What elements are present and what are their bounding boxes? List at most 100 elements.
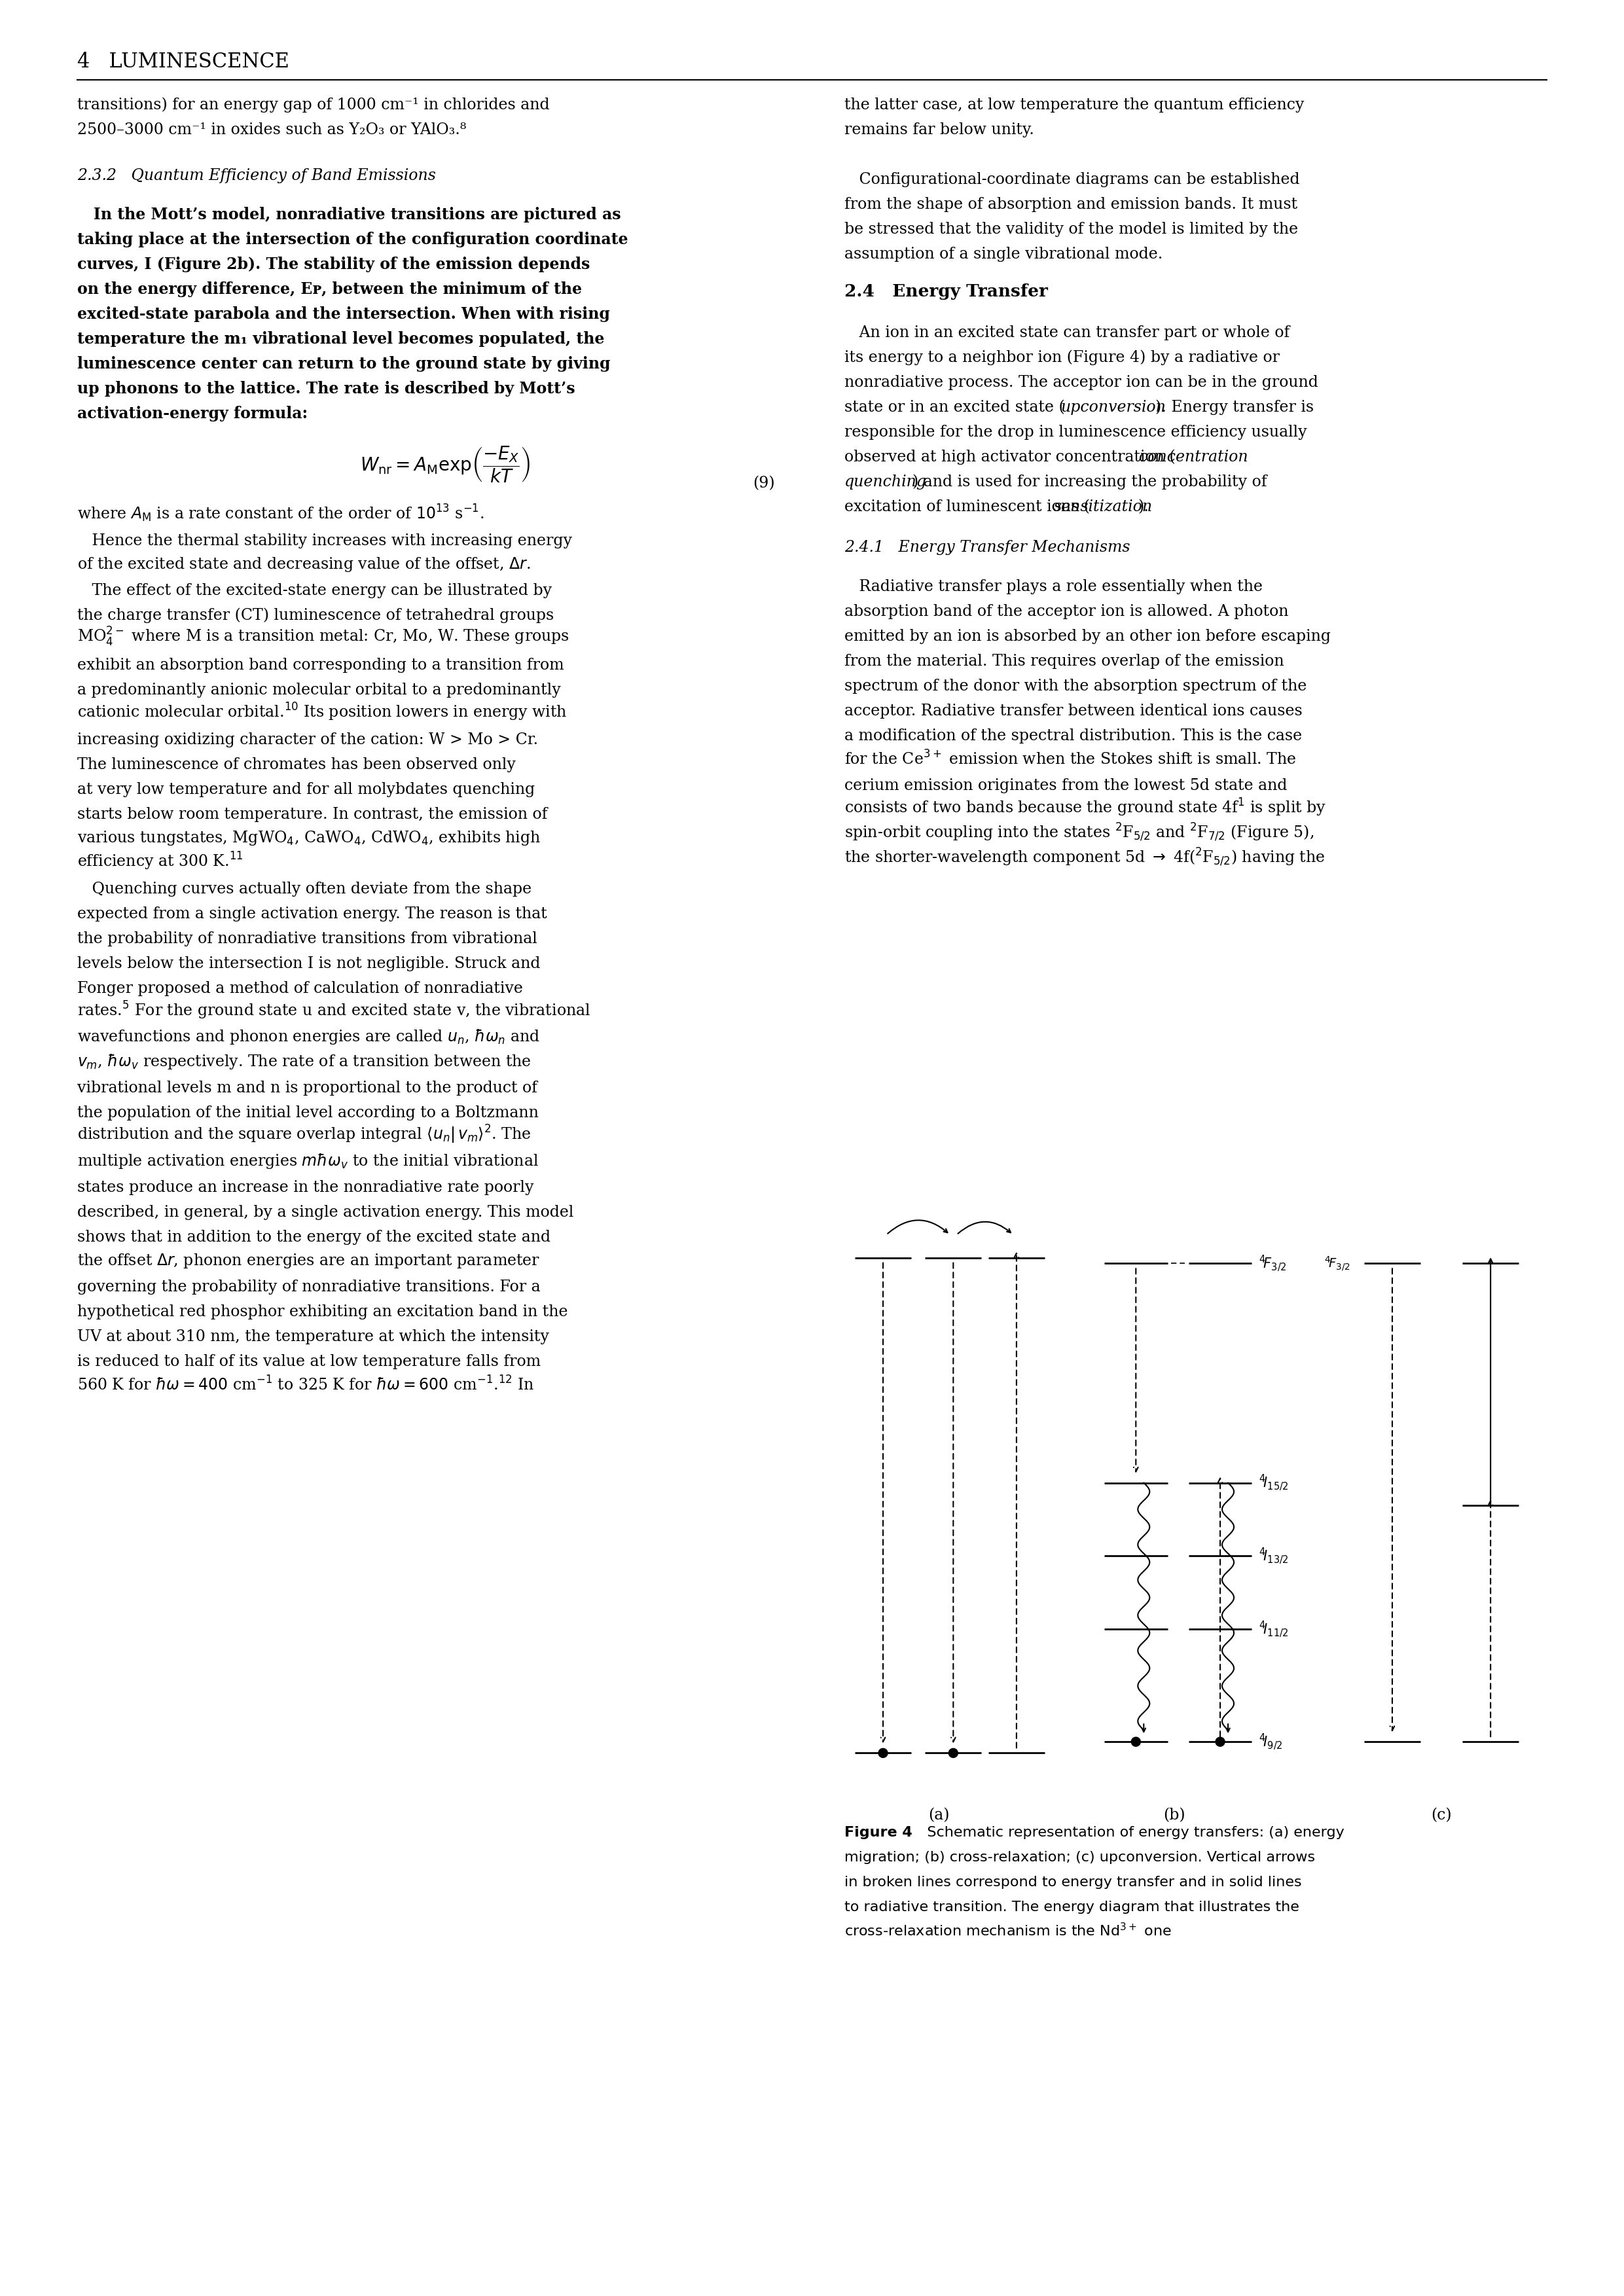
Text: to radiative transition. The energy diagram that illustrates the: to radiative transition. The energy diag… — [844, 1901, 1299, 1915]
Text: shows that in addition to the energy of the excited state and: shows that in addition to the energy of … — [78, 1231, 551, 1244]
Text: at very low temperature and for all molybdates quenching: at very low temperature and for all moly… — [78, 783, 534, 797]
Text: a modification of the spectral distribution. This is the case: a modification of the spectral distribut… — [844, 728, 1302, 744]
Text: exhibit an absorption band corresponding to a transition from: exhibit an absorption band corresponding… — [78, 657, 564, 673]
Text: in broken lines correspond to energy transfer and in solid lines: in broken lines correspond to energy tra… — [844, 1876, 1302, 1890]
Text: Fonger proposed a method of calculation of nonradiative: Fonger proposed a method of calculation … — [78, 980, 523, 996]
Text: cross-relaxation mechanism is the Nd$^{3+}$ one: cross-relaxation mechanism is the Nd$^{3… — [844, 1922, 1171, 1938]
Text: rates.$^5$ For the ground state u and excited state v, the vibrational: rates.$^5$ For the ground state u and ex… — [78, 1001, 591, 1022]
Text: a predominantly anionic molecular orbital to a predominantly: a predominantly anionic molecular orbita… — [78, 682, 560, 698]
Text: the offset $\Delta r$, phonon energies are an important parameter: the offset $\Delta r$, phonon energies a… — [78, 1251, 541, 1270]
Text: migration; (b) cross-relaxation; (c) upconversion. Vertical arrows: migration; (b) cross-relaxation; (c) upc… — [844, 1851, 1315, 1864]
Text: luminescence center can return to the ground state by giving: luminescence center can return to the gr… — [78, 356, 611, 372]
Text: $v_m$, $\hbar\omega_v$ respectively. The rate of a transition between the: $v_m$, $\hbar\omega_v$ respectively. The… — [78, 1052, 531, 1070]
Text: ${}^4\!F_{3/2}$: ${}^4\!F_{3/2}$ — [1259, 1254, 1286, 1272]
Text: Quenching curves actually often deviate from the shape: Quenching curves actually often deviate … — [78, 882, 531, 898]
Text: the population of the initial level according to a Boltzmann: the population of the initial level acco… — [78, 1104, 539, 1120]
Text: the probability of nonradiative transitions from vibrational: the probability of nonradiative transiti… — [78, 932, 538, 946]
Text: described, in general, by a single activation energy. This model: described, in general, by a single activ… — [78, 1205, 573, 1219]
Text: UV at about 310 nm, the temperature at which the intensity: UV at about 310 nm, the temperature at w… — [78, 1329, 549, 1345]
Text: ${}^4\!I_{9/2}$: ${}^4\!I_{9/2}$ — [1259, 1731, 1283, 1752]
Text: excitation of luminescent ions (: excitation of luminescent ions ( — [844, 501, 1090, 514]
Text: of the excited state and decreasing value of the offset, $\Delta r$.: of the excited state and decreasing valu… — [78, 556, 531, 574]
Circle shape — [948, 1750, 958, 1759]
Text: ${}^4\!I_{15/2}$: ${}^4\!I_{15/2}$ — [1259, 1474, 1289, 1492]
Text: MO$_4^{2-}$ where M is a transition metal: Cr, Mo, W. These groups: MO$_4^{2-}$ where M is a transition meta… — [78, 625, 570, 647]
Text: its energy to a neighbor ion (Figure 4) by a radiative or: its energy to a neighbor ion (Figure 4) … — [844, 349, 1280, 365]
Text: vibrational levels m and n is proportional to the product of: vibrational levels m and n is proportion… — [78, 1081, 538, 1095]
Text: consists of two bands because the ground state 4f$^1$ is split by: consists of two bands because the ground… — [844, 797, 1327, 817]
Text: ${}^4\!I_{11/2}$: ${}^4\!I_{11/2}$ — [1259, 1619, 1289, 1639]
Text: absorption band of the acceptor ion is allowed. A photon: absorption band of the acceptor ion is a… — [844, 604, 1288, 620]
Text: ${}^4\!F_{3/2}$: ${}^4\!F_{3/2}$ — [1324, 1254, 1350, 1272]
Text: 2.4   Energy Transfer: 2.4 Energy Transfer — [844, 282, 1047, 301]
Text: state or in an excited state (: state or in an excited state ( — [844, 400, 1065, 416]
Text: Schematic representation of energy transfers: (a) energy: Schematic representation of energy trans… — [913, 1825, 1345, 1839]
Text: on the energy difference, Eᴘ, between the minimum of the: on the energy difference, Eᴘ, between th… — [78, 282, 581, 296]
Text: the latter case, at low temperature the quantum efficiency: the latter case, at low temperature the … — [844, 96, 1304, 113]
Text: spin-orbit coupling into the states $^2$F$_{5/2}$ and $^2$F$_{7/2}$ (Figure 5),: spin-orbit coupling into the states $^2$… — [844, 822, 1314, 843]
Text: be stressed that the validity of the model is limited by the: be stressed that the validity of the mod… — [844, 223, 1298, 236]
Text: multiple activation energies $m\hbar\omega_v$ to the initial vibrational: multiple activation energies $m\hbar\ome… — [78, 1153, 539, 1171]
Text: for the Ce$^{3+}$ emission when the Stokes shift is small. The: for the Ce$^{3+}$ emission when the Stok… — [844, 751, 1296, 769]
Text: transitions) for an energy gap of 1000 cm⁻¹ in chlorides and: transitions) for an energy gap of 1000 c… — [78, 96, 549, 113]
Text: ).: ). — [1138, 501, 1148, 514]
Text: curves, I (Figure 2b). The stability of the emission depends: curves, I (Figure 2b). The stability of … — [78, 257, 590, 273]
Text: ) and is used for increasing the probability of: ) and is used for increasing the probabi… — [913, 475, 1267, 489]
Text: emitted by an ion is absorbed by an other ion before escaping: emitted by an ion is absorbed by an othe… — [844, 629, 1330, 645]
Text: cationic molecular orbital.$^{10}$ Its position lowers in energy with: cationic molecular orbital.$^{10}$ Its p… — [78, 703, 567, 723]
Text: levels below the intersection I is not negligible. Struck and: levels below the intersection I is not n… — [78, 955, 541, 971]
Text: up phonons to the lattice. The rate is described by Mott’s: up phonons to the lattice. The rate is d… — [78, 381, 575, 397]
Text: observed at high activator concentration (: observed at high activator concentration… — [844, 450, 1176, 464]
Text: 560 K for $\hbar\omega = 400$ cm$^{-1}$ to 325 K for $\hbar\omega = 600$ cm$^{-1: 560 K for $\hbar\omega = 400$ cm$^{-1}$ … — [78, 1375, 534, 1394]
Text: increasing oxidizing character of the cation: W > Mo > Cr.: increasing oxidizing character of the ca… — [78, 732, 538, 748]
Text: 2500–3000 cm⁻¹ in oxides such as Y₂O₃ or YAlO₃.⁸: 2500–3000 cm⁻¹ in oxides such as Y₂O₃ or… — [78, 122, 466, 138]
Text: sensitization: sensitization — [1054, 501, 1153, 514]
Text: An ion in an excited state can transfer part or whole of: An ion in an excited state can transfer … — [844, 326, 1289, 340]
Text: 2.4.1   Energy Transfer Mechanisms: 2.4.1 Energy Transfer Mechanisms — [844, 540, 1130, 556]
Circle shape — [1132, 1738, 1140, 1747]
Text: where $A_{\rm M}$ is a rate constant of the order of $10^{13}$ s$^{-1}$.: where $A_{\rm M}$ is a rate constant of … — [78, 503, 484, 523]
Text: spectrum of the donor with the absorption spectrum of the: spectrum of the donor with the absorptio… — [844, 680, 1307, 693]
Text: taking place at the intersection of the configuration coordinate: taking place at the intersection of the … — [78, 232, 628, 248]
Text: assumption of a single vibrational mode.: assumption of a single vibrational mode. — [844, 246, 1163, 262]
Text: Radiative transfer plays a role essentially when the: Radiative transfer plays a role essentia… — [844, 579, 1263, 595]
Text: nonradiative process. The acceptor ion can be in the ground: nonradiative process. The acceptor ion c… — [844, 374, 1319, 390]
Text: Hence the thermal stability increases with increasing energy: Hence the thermal stability increases wi… — [78, 533, 572, 549]
Text: acceptor. Radiative transfer between identical ions causes: acceptor. Radiative transfer between ide… — [844, 703, 1302, 719]
Text: temperature the m₁ vibrational level becomes populated, the: temperature the m₁ vibrational level bec… — [78, 331, 604, 347]
Text: Figure 4: Figure 4 — [844, 1825, 913, 1839]
Text: efficiency at 300 K.$^{11}$: efficiency at 300 K.$^{11}$ — [78, 852, 244, 872]
Text: Configurational-coordinate diagrams can be established: Configurational-coordinate diagrams can … — [844, 172, 1299, 188]
Text: governing the probability of nonradiative transitions. For a: governing the probability of nonradiativ… — [78, 1279, 541, 1295]
Text: starts below room temperature. In contrast, the emission of: starts below room temperature. In contra… — [78, 806, 547, 822]
Text: distribution and the square overlap integral $\langle u_n|\, v_m\rangle^2$. The: distribution and the square overlap inte… — [78, 1123, 531, 1146]
Text: is reduced to half of its value at low temperature falls from: is reduced to half of its value at low t… — [78, 1355, 541, 1368]
Text: excited-state parabola and the intersection. When with rising: excited-state parabola and the intersect… — [78, 305, 611, 321]
Text: the charge transfer (CT) luminescence of tetrahedral groups: the charge transfer (CT) luminescence of… — [78, 608, 554, 622]
Circle shape — [879, 1750, 888, 1759]
Text: The effect of the excited-state energy can be illustrated by: The effect of the excited-state energy c… — [78, 583, 552, 599]
Text: hypothetical red phosphor exhibiting an excitation band in the: hypothetical red phosphor exhibiting an … — [78, 1304, 568, 1320]
Text: (c): (c) — [1431, 1807, 1452, 1823]
Circle shape — [1216, 1738, 1224, 1747]
Text: from the material. This requires overlap of the emission: from the material. This requires overlap… — [844, 654, 1285, 668]
Text: expected from a single activation energy. The reason is that: expected from a single activation energy… — [78, 907, 547, 921]
Text: The luminescence of chromates has been observed only: The luminescence of chromates has been o… — [78, 758, 516, 771]
Text: various tungstates, MgWO$_4$, CaWO$_4$, CdWO$_4$, exhibits high: various tungstates, MgWO$_4$, CaWO$_4$, … — [78, 829, 541, 847]
Text: (b): (b) — [1163, 1807, 1186, 1823]
Text: ). Energy transfer is: ). Energy transfer is — [1155, 400, 1314, 416]
Text: 2.3.2   Quantum Efficiency of Band Emissions: 2.3.2 Quantum Efficiency of Band Emissio… — [78, 168, 435, 184]
Text: 4   LUMINESCENCE: 4 LUMINESCENCE — [78, 53, 289, 71]
Text: responsible for the drop in luminescence efficiency usually: responsible for the drop in luminescence… — [844, 425, 1307, 441]
Text: ${}^4\!I_{13/2}$: ${}^4\!I_{13/2}$ — [1259, 1548, 1289, 1566]
Text: states produce an increase in the nonradiative rate poorly: states produce an increase in the nonrad… — [78, 1180, 534, 1196]
Text: activation-energy formula:: activation-energy formula: — [78, 406, 307, 422]
Text: upconversion: upconversion — [1060, 400, 1166, 416]
Text: cerium emission originates from the lowest 5d state and: cerium emission originates from the lowe… — [844, 778, 1288, 792]
Text: wavefunctions and phonon energies are called $u_n$, $\hbar\omega_n$ and: wavefunctions and phonon energies are ca… — [78, 1029, 541, 1047]
Text: quenching: quenching — [844, 475, 927, 489]
Text: from the shape of absorption and emission bands. It must: from the shape of absorption and emissio… — [844, 197, 1298, 211]
Text: the shorter-wavelength component 5d $\rightarrow$ 4f($^2$F$_{5/2}$) having the: the shorter-wavelength component 5d $\ri… — [844, 847, 1325, 868]
Text: (9): (9) — [754, 475, 775, 491]
Text: In the Mott’s model, nonradiative transitions are pictured as: In the Mott’s model, nonradiative transi… — [78, 207, 620, 223]
